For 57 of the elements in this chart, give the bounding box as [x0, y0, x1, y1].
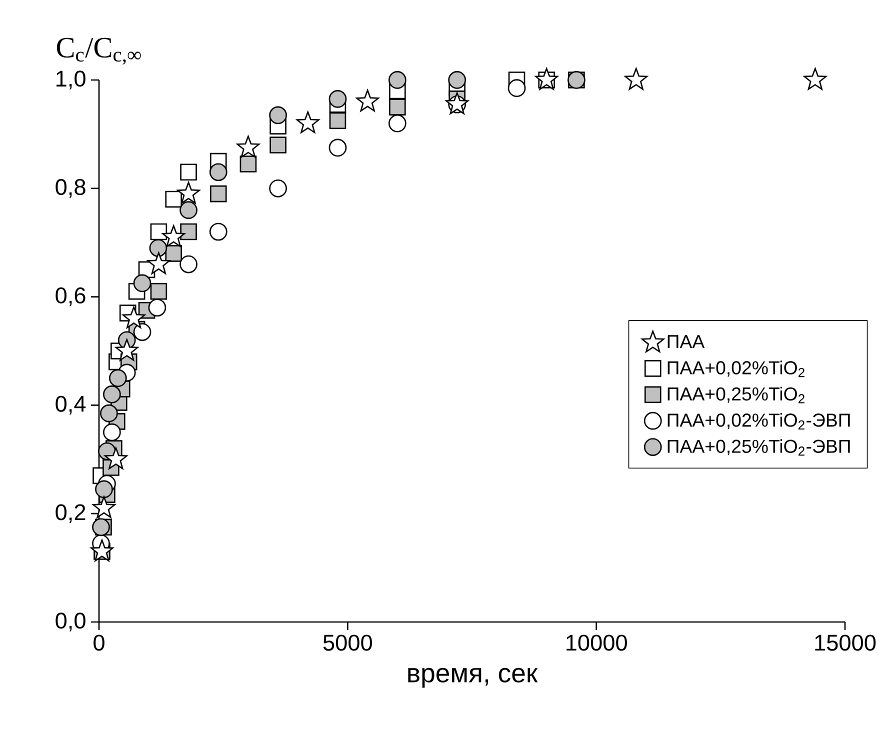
point — [147, 252, 170, 274]
point — [209, 163, 228, 182]
point — [104, 447, 128, 470]
legend-label: ПАА+0,02%TiO$_{2}$ — [668, 360, 804, 378]
legend-label: ПАА+0,25%TiO$_{2}$ — [668, 386, 804, 404]
y-axis-title: C$_{c}$/C$_{c,∞}$ — [56, 38, 141, 65]
point — [92, 518, 110, 536]
point — [388, 71, 406, 89]
point — [270, 136, 286, 154]
y-tick-label: 0,8 — [56, 179, 86, 198]
x-axis-title: время, сек — [408, 668, 538, 688]
point — [804, 68, 827, 90]
point — [180, 201, 198, 220]
point — [269, 106, 287, 124]
point — [180, 164, 197, 181]
legend-label: ПАА+0,25%TiO$_{2}$-ЭВП — [668, 439, 850, 456]
point — [389, 98, 406, 116]
point — [103, 423, 121, 442]
point — [236, 136, 260, 158]
legend-label: ПАА+0,02%TiO$_{2}$-ЭВП — [668, 413, 850, 430]
point — [162, 225, 186, 248]
point — [95, 480, 113, 498]
y-tick-label: 0,0 — [56, 612, 86, 632]
point — [535, 68, 558, 90]
point — [115, 338, 138, 361]
point — [296, 111, 320, 134]
point — [122, 306, 146, 328]
point — [448, 71, 466, 89]
point — [624, 68, 648, 90]
y-tick-label: 0,6 — [56, 287, 86, 306]
point — [356, 90, 380, 112]
point — [133, 274, 152, 292]
point — [210, 185, 227, 202]
point — [108, 369, 127, 388]
x-tick-label: 0 — [94, 634, 104, 651]
point — [100, 404, 118, 422]
point — [150, 282, 168, 300]
point — [92, 496, 116, 518]
x-tick-label: 10000 — [566, 634, 627, 651]
point — [103, 385, 121, 404]
point — [149, 239, 168, 257]
y-tick-label: 0,2 — [56, 504, 86, 523]
point — [180, 223, 197, 240]
point — [148, 298, 166, 317]
x-tick-label: 5000 — [323, 634, 372, 651]
x-tick-label: 15000 — [815, 634, 876, 651]
y-tick-label: 0,4 — [56, 396, 86, 415]
point — [150, 223, 168, 240]
point — [177, 182, 200, 204]
point — [329, 112, 346, 130]
y-tick-label: 1,0 — [56, 70, 86, 90]
point — [240, 156, 257, 172]
legend-label: ПАА — [668, 335, 705, 348]
point — [90, 540, 114, 562]
point — [133, 323, 152, 341]
point — [328, 90, 347, 108]
point — [165, 190, 182, 208]
